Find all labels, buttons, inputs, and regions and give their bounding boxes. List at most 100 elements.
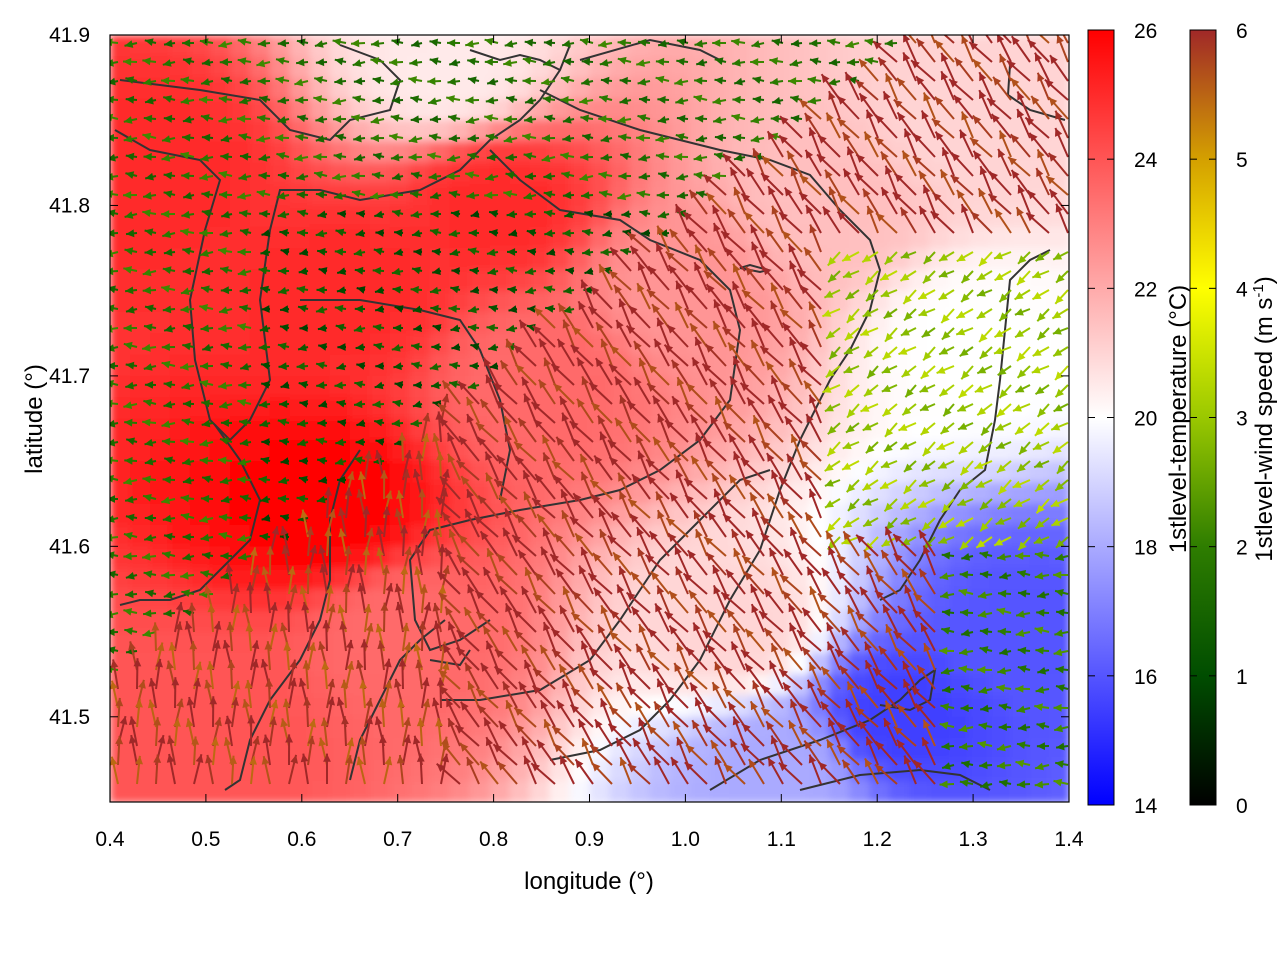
heat-cell [309, 226, 331, 250]
wind-vector-head [778, 402, 788, 411]
wind-vector-head [285, 734, 293, 743]
wind-vector-head [561, 510, 569, 520]
wind-vector-head [276, 152, 286, 160]
wind-vector-head [481, 663, 489, 672]
wind-vector-head [638, 172, 648, 181]
wind-vector-head [446, 172, 455, 181]
wind-vector-head [750, 116, 760, 124]
heat-cell [689, 205, 711, 228]
wind-vector-head [782, 382, 791, 392]
heat-cell [349, 418, 371, 441]
heat-cell [389, 56, 411, 79]
heat-cell [329, 312, 351, 335]
wind-vector-head [790, 434, 799, 444]
wind-vector-head [123, 552, 132, 561]
wind-vector-head [447, 621, 456, 631]
heat-cell [1029, 716, 1050, 740]
wind-vector-head [336, 399, 346, 408]
heat-cell [749, 716, 771, 740]
wind-vector-head [162, 305, 172, 314]
wind-vector-head [110, 95, 114, 104]
wind-vector-head [377, 640, 385, 650]
wind-vector-head [181, 210, 190, 219]
wind-vector-head [844, 389, 854, 398]
wind-vector-head [562, 319, 570, 329]
wind-vector-head [213, 640, 221, 649]
heat-cell [329, 780, 351, 802]
wind-vector-head [693, 622, 701, 632]
heat-cell [110, 695, 131, 718]
wind-vector-head [110, 590, 114, 599]
wind-vector-head [124, 40, 134, 48]
wind-vector-head [705, 344, 714, 353]
wind-vector-head [199, 304, 208, 312]
wind-vector-head [570, 517, 579, 526]
wind-vector-head [337, 604, 346, 614]
heat-cell [209, 759, 231, 782]
wind-vector-head [695, 134, 705, 143]
wind-vector-head [695, 529, 703, 539]
heat-cell [969, 35, 991, 58]
wind-vector-head [581, 471, 589, 481]
wind-vector-head [676, 114, 686, 123]
heat-cell [629, 290, 651, 313]
heat-cell [589, 567, 611, 590]
wind-vector-head [608, 723, 618, 733]
wind-vector-head [533, 593, 542, 602]
wind-vector-head [412, 735, 421, 745]
wind-vector-head [336, 697, 345, 707]
wind-vector-head [110, 38, 113, 47]
wind-vector-head [174, 621, 183, 631]
wind-vector-head [613, 552, 622, 562]
heat-cell [629, 162, 651, 186]
wind-vector-head [713, 116, 722, 124]
wind-vector-head [707, 644, 716, 654]
heat-cell [649, 418, 671, 441]
wind-vector-head [610, 610, 619, 619]
contour-line [119, 44, 402, 142]
heat-cell [229, 98, 251, 122]
wind-vector-head [768, 395, 776, 405]
wind-vector-head [556, 569, 564, 578]
heat-cell [969, 652, 991, 676]
wind-vector-head [788, 511, 796, 521]
wind-vector-head [730, 376, 738, 386]
wind-vector-head [543, 719, 552, 729]
wind-vector-head [592, 494, 601, 504]
wind-vector-head [722, 327, 732, 336]
heat-cell [209, 780, 231, 802]
heat-cell [489, 397, 511, 420]
wind-vector-head [296, 362, 305, 371]
wind-vector-head [144, 381, 154, 389]
wind-vector-head [789, 260, 797, 270]
heat-cell [569, 397, 591, 420]
wind-vector-head [220, 552, 229, 560]
heat-cell [110, 567, 131, 590]
wind-vector-head [390, 78, 400, 86]
heat-cell [309, 269, 331, 292]
wind-vector-head [416, 718, 425, 727]
wind-vector-head [712, 565, 720, 575]
wind-vector-head [351, 114, 360, 122]
wind-vector-head [142, 132, 152, 141]
wind-vector-head [726, 609, 735, 619]
wind-vector-head [153, 717, 162, 726]
heat-cell [469, 780, 491, 802]
wind-vector-head [732, 95, 741, 104]
wind-vector-head [840, 627, 849, 636]
wind-vector-head [751, 40, 761, 48]
wind-vector-head [378, 698, 387, 708]
wind-vector-head [804, 740, 813, 750]
wind-vector-head [626, 592, 636, 601]
wind-vector-head [485, 173, 495, 181]
heat-cell [369, 610, 391, 633]
wind-vector-head [665, 706, 675, 715]
wind-vector-head [430, 286, 439, 295]
wind-vector-head [298, 304, 307, 313]
heat-cell [309, 695, 331, 718]
wind-vector-head [408, 135, 418, 144]
wind-vector-head [427, 152, 436, 160]
wind-vector-head [671, 359, 680, 369]
heat-cell [629, 184, 651, 207]
wind-vector-head [752, 680, 760, 690]
